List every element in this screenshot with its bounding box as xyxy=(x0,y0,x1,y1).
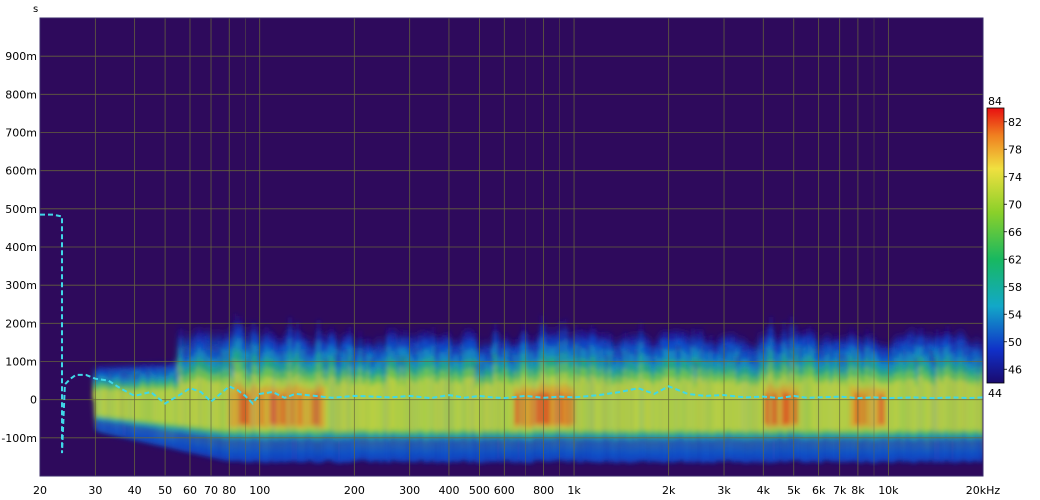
y-tick-label: 200m xyxy=(5,317,37,330)
x-tick-label: 5k xyxy=(787,484,801,497)
y-tick-label: 100m xyxy=(5,356,37,369)
x-tick-label: 20 xyxy=(33,484,47,497)
x-tick-label: 100 xyxy=(249,484,270,497)
x-tick-label: 3k xyxy=(717,484,731,497)
y-tick-label: 500m xyxy=(5,203,37,216)
x-tick-label: 4k xyxy=(757,484,771,497)
colorbar-tick-label: 50 xyxy=(1008,336,1022,349)
y-axis-ticks: 900m 800m 700m 600m 500m 400m 300m 200m 100m 0 -10… xyxy=(1,50,37,445)
x-tick-label: 2k xyxy=(662,484,676,497)
y-tick-label: 600m xyxy=(5,165,37,178)
y-tick-label: 900m xyxy=(5,50,37,63)
colorbar-tick-label: 44 xyxy=(988,387,1002,400)
peak-delay-series-line xyxy=(40,213,983,454)
x-tick-label: 80 xyxy=(222,484,236,497)
colorbar-tick-label: 70 xyxy=(1008,198,1022,211)
y-tick-label: 300m xyxy=(5,279,37,292)
x-tick-label: 7k xyxy=(833,484,847,497)
x-tick-label: 800 xyxy=(533,484,554,497)
x-tick-label: 600 xyxy=(494,484,515,497)
x-tick-label: 1k xyxy=(567,484,581,497)
colorbar-scale xyxy=(986,107,1005,384)
y-tick-label: 700m xyxy=(5,127,37,140)
x-tick-label: 200 xyxy=(344,484,365,497)
x-tick-label: 300 xyxy=(399,484,420,497)
colorbar: 84 82 78 74 70 66 62 58 54 50 46 44 xyxy=(986,95,1022,400)
x-tick-label: 8k xyxy=(851,484,865,497)
colorbar-tick-label: 54 xyxy=(1008,308,1022,321)
x-axis-ticks: 20 30 40 50 60 70 80 100 200 300 400 500 600 800 1k 2k 3… xyxy=(33,484,1000,497)
y-tick-label: -100m xyxy=(1,432,37,445)
x-tick-label: 10k xyxy=(878,484,899,497)
colorbar-tick-label: 84 xyxy=(988,95,1002,108)
x-tick-label: 70 xyxy=(204,484,218,497)
colorbar-tick-label: 62 xyxy=(1008,253,1022,266)
x-tick-label: 30 xyxy=(88,484,102,497)
colorbar-tick-label: 82 xyxy=(1008,116,1022,129)
x-tick-label: 6k xyxy=(812,484,826,497)
peak-delay-layer xyxy=(40,213,983,454)
colorbar-tick-label: 66 xyxy=(1008,226,1022,239)
colorbar-ticks: 84 82 78 74 70 66 62 58 54 50 46 44 xyxy=(988,95,1022,400)
y-tick-label: 400m xyxy=(5,241,37,254)
x-tick-label: 500 xyxy=(469,484,490,497)
colorbar-tick-label: 74 xyxy=(1008,171,1022,184)
colorbar-tick-label: 58 xyxy=(1008,281,1022,294)
colorbar-tick-label: 46 xyxy=(1008,363,1022,376)
x-tick-label: 40 xyxy=(128,484,142,497)
y-tick-label: 800m xyxy=(5,88,37,101)
x-tick-label: 400 xyxy=(438,484,459,497)
grid-lines xyxy=(39,17,984,477)
colorbar-tick-label: 78 xyxy=(1008,143,1022,156)
x-tick-label: 20kHz xyxy=(966,484,1001,497)
y-unit-label: s xyxy=(33,4,38,15)
x-tick-label: 50 xyxy=(158,484,172,497)
y-tick-label: 0 xyxy=(30,394,37,407)
x-tick-label: 60 xyxy=(183,484,197,497)
